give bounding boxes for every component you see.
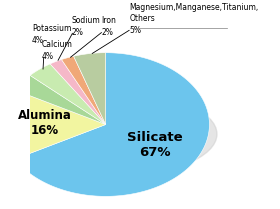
Text: Alumina
16%: Alumina 16% bbox=[18, 108, 72, 136]
Text: Silicate
67%: Silicate 67% bbox=[127, 131, 183, 159]
Polygon shape bbox=[30, 64, 106, 125]
Polygon shape bbox=[15, 75, 106, 125]
Text: 2%: 2% bbox=[102, 28, 114, 37]
Polygon shape bbox=[62, 56, 106, 125]
Ellipse shape bbox=[0, 91, 217, 177]
Text: 2%: 2% bbox=[72, 28, 84, 37]
Text: 4%: 4% bbox=[32, 36, 44, 45]
Text: Calcium: Calcium bbox=[42, 40, 73, 49]
Text: Sodium: Sodium bbox=[72, 16, 101, 25]
Text: Iron: Iron bbox=[102, 16, 116, 25]
Text: Potassium: Potassium bbox=[32, 24, 71, 33]
Polygon shape bbox=[74, 53, 106, 125]
Text: 4%: 4% bbox=[42, 52, 54, 61]
Polygon shape bbox=[50, 60, 106, 125]
Text: 5%: 5% bbox=[130, 26, 142, 35]
Text: Magnesium,Manganese,Titanium,
Others: Magnesium,Manganese,Titanium, Others bbox=[130, 3, 259, 23]
Polygon shape bbox=[15, 53, 209, 196]
Polygon shape bbox=[2, 90, 106, 159]
